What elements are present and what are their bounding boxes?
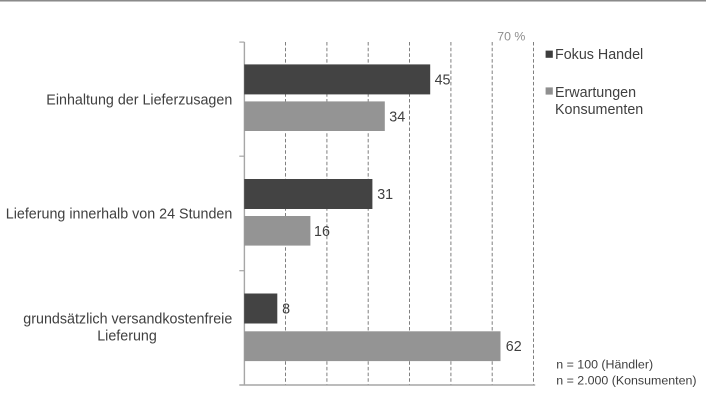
svg-text:Lieferung: Lieferung — [97, 329, 157, 345]
svg-text:Konsumenten: Konsumenten — [555, 102, 643, 118]
svg-text:n = 2.000 (Konsumenten): n = 2.000 (Konsumenten) — [556, 374, 696, 388]
svg-text:Einhaltung der Lieferzusagen: Einhaltung der Lieferzusagen — [46, 92, 232, 108]
svg-text:n = 100 (Händler): n = 100 (Händler) — [556, 357, 653, 371]
svg-text:34: 34 — [389, 109, 405, 125]
svg-text:62: 62 — [506, 339, 522, 355]
svg-text:Erwartungen: Erwartungen — [555, 85, 636, 101]
svg-text:8: 8 — [282, 302, 290, 318]
svg-text:45: 45 — [435, 73, 451, 89]
svg-text:70 %: 70 % — [497, 29, 525, 43]
svg-text:16: 16 — [314, 224, 330, 240]
svg-text:grundsätzlich versandkostenfre: grundsätzlich versandkostenfreie — [23, 312, 232, 328]
svg-text:Fokus Handel: Fokus Handel — [555, 47, 643, 63]
svg-text:Lieferung innerhalb von 24 Stu: Lieferung innerhalb von 24 Stunden — [6, 206, 233, 222]
svg-text:31: 31 — [377, 187, 393, 203]
